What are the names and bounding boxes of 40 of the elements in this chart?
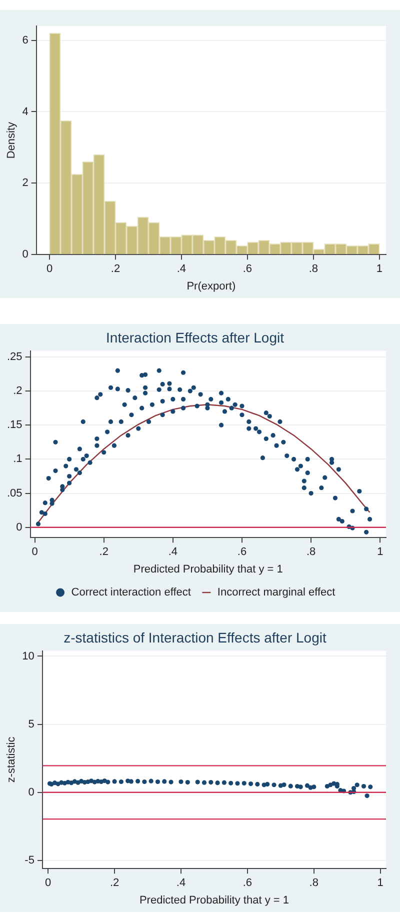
x-tick-label: 1 (376, 263, 382, 276)
x-tick-label: 0 (45, 877, 52, 890)
x-tick-label: .4 (176, 877, 186, 890)
chart-title: z-statistics of Interaction Effects after Logit (64, 629, 326, 646)
x-tick-label: 0 (46, 263, 53, 276)
y-tick-label: 2 (22, 177, 28, 190)
y-tick-label: 6 (22, 34, 28, 46)
x-tick-label: .8 (308, 263, 318, 276)
y-tick-label: 10 (22, 650, 34, 662)
y-tick-label: .2 (13, 385, 22, 398)
y-tick-label: -5 (24, 854, 34, 866)
x-axis-title: Predicted Probability that y = 1 (139, 894, 289, 906)
x-tick-label: .2 (110, 877, 120, 890)
x-axis-title: Pr(export) (186, 280, 236, 292)
x-tick-label: .8 (306, 546, 316, 558)
y-tick-label: .25 (6, 350, 22, 363)
y-tick-label: 5 (28, 718, 34, 730)
x-tick-label: .4 (168, 546, 178, 558)
y-axis-title: Density (6, 121, 18, 159)
y-tick-label: 4 (22, 106, 28, 118)
legend-label: Incorrect marginal effect (217, 586, 336, 599)
x-axis-title: Predicted Probability that y = 1 (133, 563, 283, 576)
x-tick-label: .6 (242, 877, 252, 890)
y-tick-label: 0 (16, 521, 22, 534)
x-tick-label: .8 (309, 877, 318, 890)
y-tick-label: .15 (6, 419, 22, 432)
x-tick-label: .2 (110, 263, 120, 276)
x-tick-label: .2 (99, 546, 108, 558)
x-tick-label: .4 (176, 263, 186, 276)
legend-label: Correct interaction effect (71, 586, 191, 599)
y-tick-label: 0 (22, 248, 28, 261)
y-tick-label: .05 (6, 487, 22, 500)
x-tick-label: .6 (242, 263, 252, 276)
y-tick-label: 0 (28, 786, 34, 798)
y-axis-title: z-statistic (6, 736, 18, 783)
y-tick-label: .1 (13, 453, 22, 466)
chart-title: Interaction Effects after Logit (106, 329, 284, 346)
x-tick-label: .6 (237, 546, 247, 558)
x-tick-label: 1 (377, 546, 384, 558)
x-tick-label: 1 (377, 877, 384, 890)
